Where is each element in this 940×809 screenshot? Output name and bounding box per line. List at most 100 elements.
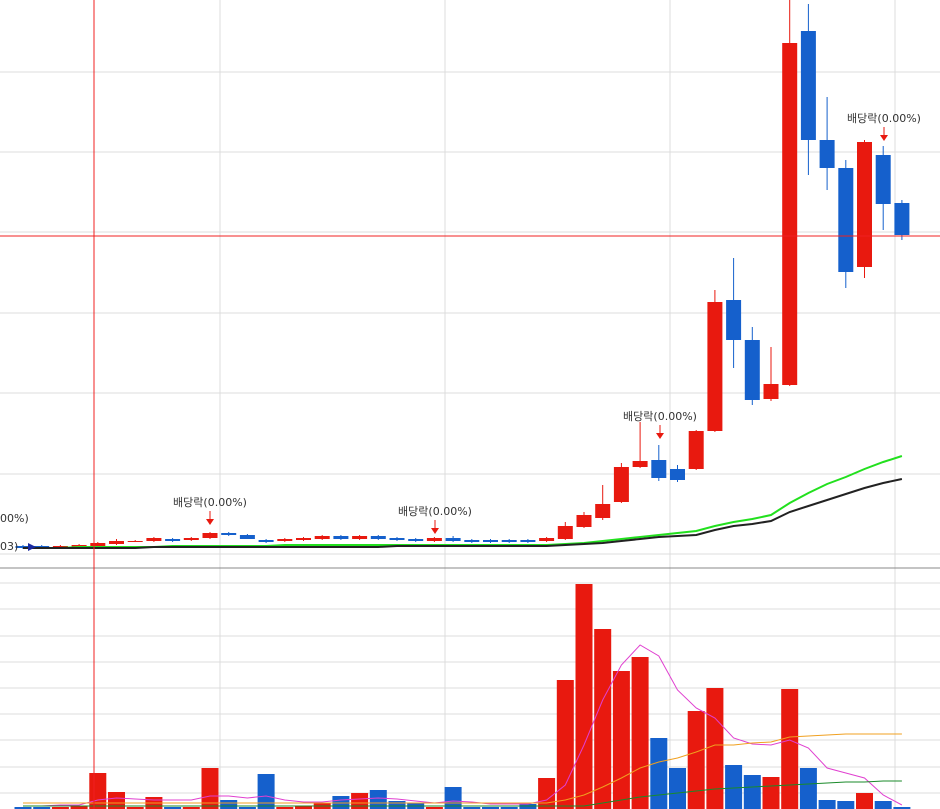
volume-bar <box>89 773 107 809</box>
candle-body <box>333 536 349 539</box>
candle-body <box>819 140 835 168</box>
candle-body <box>744 340 760 400</box>
volume-bar <box>594 629 612 809</box>
volume-bar <box>818 800 836 809</box>
volume-bar <box>669 768 686 809</box>
volume-bar <box>781 689 799 809</box>
annotation-arrow-head <box>431 528 439 534</box>
candle-body <box>258 540 274 542</box>
ma-line <box>23 478 903 549</box>
candle-body <box>501 540 517 542</box>
candle-body <box>688 431 704 469</box>
volume-bar <box>388 801 406 809</box>
annotation-arrow-head <box>206 519 214 525</box>
ma-line <box>23 644 903 807</box>
volume-bar <box>257 774 275 809</box>
candle-body <box>726 300 742 340</box>
volume-bar <box>612 671 630 809</box>
candle-body <box>707 302 723 431</box>
volume-bar <box>799 768 817 809</box>
volume-bar <box>182 807 200 809</box>
annotation: 00%) <box>0 512 29 525</box>
annotation-arrow-head <box>656 433 664 439</box>
candle-body <box>127 541 143 542</box>
candle-body <box>838 168 854 272</box>
candle-body <box>221 533 237 535</box>
candle-body <box>370 536 386 539</box>
price-marker <box>28 543 36 551</box>
volume-bar <box>762 777 780 809</box>
volume-bar <box>575 584 593 809</box>
annotation-arrow-head <box>880 135 888 141</box>
annotation: 03) <box>0 540 18 553</box>
volume-bar <box>500 807 518 809</box>
candle-body <box>782 43 798 385</box>
candle-body <box>389 538 405 540</box>
volume-bar <box>51 807 69 809</box>
candle-body <box>408 539 424 541</box>
candle-body <box>557 526 573 539</box>
volume-bar <box>482 807 499 809</box>
volume-bar <box>463 807 481 809</box>
candle-body <box>576 515 592 527</box>
volume-bar <box>631 657 649 809</box>
candle-body <box>146 538 162 541</box>
volume-bar <box>837 801 855 809</box>
candle-body <box>183 538 199 540</box>
annotation: 배당락(0.00%) <box>173 496 247 509</box>
volume-bar <box>743 775 761 809</box>
volume-bar <box>108 792 125 809</box>
volume-bar <box>687 711 705 809</box>
candle-body <box>520 540 536 542</box>
candle-body <box>857 142 872 267</box>
candle-body <box>632 461 648 467</box>
candle-body <box>426 538 442 541</box>
volume-bar <box>874 801 892 809</box>
volume-bar <box>276 807 294 809</box>
candle-body <box>109 541 124 544</box>
volume-bar <box>126 807 144 809</box>
candle-body <box>894 203 910 235</box>
volume-bar <box>725 765 743 809</box>
annotation: 배당락(0.00%) <box>623 410 697 423</box>
volume-bar <box>164 807 182 809</box>
candle-body <box>277 539 293 541</box>
candle-body <box>875 155 891 204</box>
annotation: 배당락(0.00%) <box>398 505 472 518</box>
candle-body <box>613 467 629 502</box>
volume-bar <box>893 807 911 809</box>
volume-bar <box>220 800 238 809</box>
candle-body <box>464 540 480 542</box>
volume-bar <box>425 807 443 809</box>
candle-body <box>202 533 218 538</box>
candle-body <box>595 504 611 518</box>
volume-bar <box>14 807 32 809</box>
candle-body <box>651 460 667 478</box>
candle-body <box>539 538 555 541</box>
volume-bar <box>856 793 873 809</box>
volume-bar <box>351 793 369 809</box>
candle-body <box>800 31 816 140</box>
candle-body <box>165 539 181 541</box>
candle-body <box>445 538 461 541</box>
volume-bar <box>33 807 51 809</box>
candle-body <box>352 536 368 539</box>
candle-body <box>763 384 779 399</box>
candle-body <box>314 536 330 539</box>
volume-bar <box>238 807 256 809</box>
volume-bar <box>650 738 668 809</box>
volume-bar <box>70 806 88 809</box>
ma-line <box>23 455 903 549</box>
volume-bar <box>295 806 312 809</box>
candle-body <box>483 540 498 542</box>
volume-bar <box>706 688 724 809</box>
volume-bar <box>201 768 219 809</box>
ma-line <box>23 780 902 807</box>
candle-body <box>90 543 106 546</box>
candle-body <box>239 535 255 539</box>
volume-bar <box>369 790 387 809</box>
ma-line <box>23 733 902 804</box>
candle-body <box>670 469 685 480</box>
